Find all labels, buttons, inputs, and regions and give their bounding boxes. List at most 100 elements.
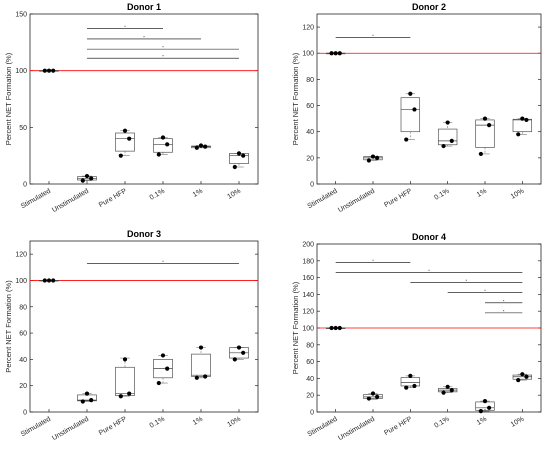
y-axis-label: Percent NET Formation (%) bbox=[291, 52, 300, 145]
x-tick-label: 0.1% bbox=[433, 416, 450, 430]
data-point bbox=[156, 152, 161, 157]
box bbox=[153, 138, 173, 153]
data-point bbox=[42, 68, 47, 73]
y-axis-label: Percent NET Formation (%) bbox=[4, 52, 13, 145]
y-tick-label: 20 bbox=[306, 393, 314, 400]
significance-mark: * bbox=[162, 45, 164, 50]
data-point bbox=[516, 377, 521, 383]
y-axis-label: Percent NET Formation (%) bbox=[291, 281, 300, 374]
data-point bbox=[445, 384, 450, 389]
y-tick-label: 0 bbox=[310, 182, 314, 189]
x-tick-label: 1% bbox=[192, 416, 204, 427]
data-point bbox=[482, 398, 488, 404]
data-point bbox=[329, 51, 334, 56]
data-point bbox=[449, 138, 454, 143]
x-tick-label: Stimulated bbox=[307, 416, 339, 439]
axes-box bbox=[29, 240, 259, 413]
significance-mark: * bbox=[428, 268, 430, 273]
y-tick-label: 60 bbox=[306, 103, 314, 110]
x-tick-label: Pure HFP bbox=[383, 188, 413, 210]
y-tick-label: 40 bbox=[306, 376, 314, 383]
box-plot bbox=[229, 153, 249, 168]
x-tick-label: 10% bbox=[510, 416, 526, 429]
data-point bbox=[445, 120, 450, 125]
box bbox=[512, 118, 533, 133]
data-point bbox=[487, 123, 492, 128]
x-tick-label: Unstimulated bbox=[51, 188, 90, 215]
x-tick-label: Stimulated bbox=[20, 416, 52, 439]
y-axis-label: Percent NET Formation (%) bbox=[4, 280, 13, 373]
y-tick-label: 120 bbox=[15, 252, 27, 259]
significance-mark: * bbox=[484, 288, 486, 293]
box-plot bbox=[153, 355, 173, 384]
data-point bbox=[375, 155, 380, 160]
data-point bbox=[165, 366, 170, 371]
y-tick-label: 150 bbox=[15, 12, 27, 19]
data-point bbox=[89, 176, 94, 181]
y-tick-label: 200 bbox=[302, 242, 314, 249]
chart-panel-2: Donor 2 Percent NET Formation (%) 0 20 40 60 8… bbox=[291, 2, 542, 215]
chart-title: Donor 1 bbox=[127, 2, 161, 12]
data-point bbox=[89, 398, 94, 403]
box bbox=[400, 97, 421, 133]
data-point bbox=[236, 151, 242, 156]
data-point bbox=[203, 144, 208, 149]
y-tick-label: 160 bbox=[302, 275, 314, 282]
data-point bbox=[375, 394, 380, 399]
significance-mark: * bbox=[162, 54, 164, 59]
data-point bbox=[122, 128, 128, 133]
y-tick-label: 100 bbox=[15, 278, 27, 285]
data-point bbox=[118, 394, 123, 399]
data-point bbox=[408, 91, 413, 96]
data-point bbox=[412, 107, 417, 112]
x-tick-label: 10% bbox=[226, 416, 242, 429]
data-point bbox=[122, 357, 128, 362]
x-tick-label: Pure HFP bbox=[98, 188, 128, 210]
data-point bbox=[42, 278, 47, 283]
box bbox=[115, 132, 135, 152]
data-point bbox=[482, 116, 488, 121]
x-tick-label: 1% bbox=[192, 188, 204, 199]
x-tick-label: Unstimulated bbox=[51, 416, 90, 443]
significance-mark: * bbox=[162, 259, 164, 264]
data-point bbox=[333, 325, 338, 331]
data-point bbox=[156, 380, 161, 386]
data-point bbox=[520, 116, 525, 121]
data-point bbox=[165, 142, 170, 147]
significance-mark: * bbox=[466, 278, 468, 283]
y-tick-label: 100 bbox=[302, 326, 314, 333]
data-point bbox=[441, 143, 446, 149]
y-tick-label: 60 bbox=[19, 331, 27, 338]
data-point bbox=[487, 405, 492, 410]
box bbox=[115, 366, 135, 396]
data-point bbox=[478, 151, 483, 157]
data-point bbox=[241, 350, 246, 355]
y-tick-label: 180 bbox=[302, 258, 314, 265]
data-point bbox=[441, 390, 446, 395]
chart-panel-1: Donor 1 Percent NET Formation (%) 0 50 100 15… bbox=[4, 2, 259, 215]
data-point bbox=[520, 372, 525, 377]
y-tick-label: 100 bbox=[15, 68, 27, 75]
box-plot bbox=[512, 118, 533, 135]
data-point bbox=[203, 374, 208, 379]
significance-mark: * bbox=[143, 34, 145, 39]
data-point bbox=[51, 278, 56, 283]
chart-title: Donor 2 bbox=[412, 2, 446, 12]
x-tick-label: Unstimulated bbox=[337, 188, 376, 215]
box-plot bbox=[115, 357, 135, 397]
data-point bbox=[198, 345, 204, 350]
box-plot bbox=[400, 93, 421, 140]
axes-box bbox=[29, 13, 259, 185]
chart-panel-3: Donor 3 Percent NET Formation (%) 0 20 40 60 8… bbox=[4, 229, 259, 443]
x-tick-label: 0.1% bbox=[149, 416, 166, 430]
significance-mark: * bbox=[503, 308, 505, 313]
chart-title: Donor 4 bbox=[412, 232, 446, 242]
data-point bbox=[84, 173, 90, 179]
data-point bbox=[194, 145, 199, 150]
x-tick-label: Unstimulated bbox=[337, 416, 376, 443]
y-tick-label: 80 bbox=[19, 304, 27, 311]
data-point bbox=[232, 357, 237, 362]
data-point bbox=[127, 391, 132, 396]
significance-mark: * bbox=[124, 24, 126, 29]
